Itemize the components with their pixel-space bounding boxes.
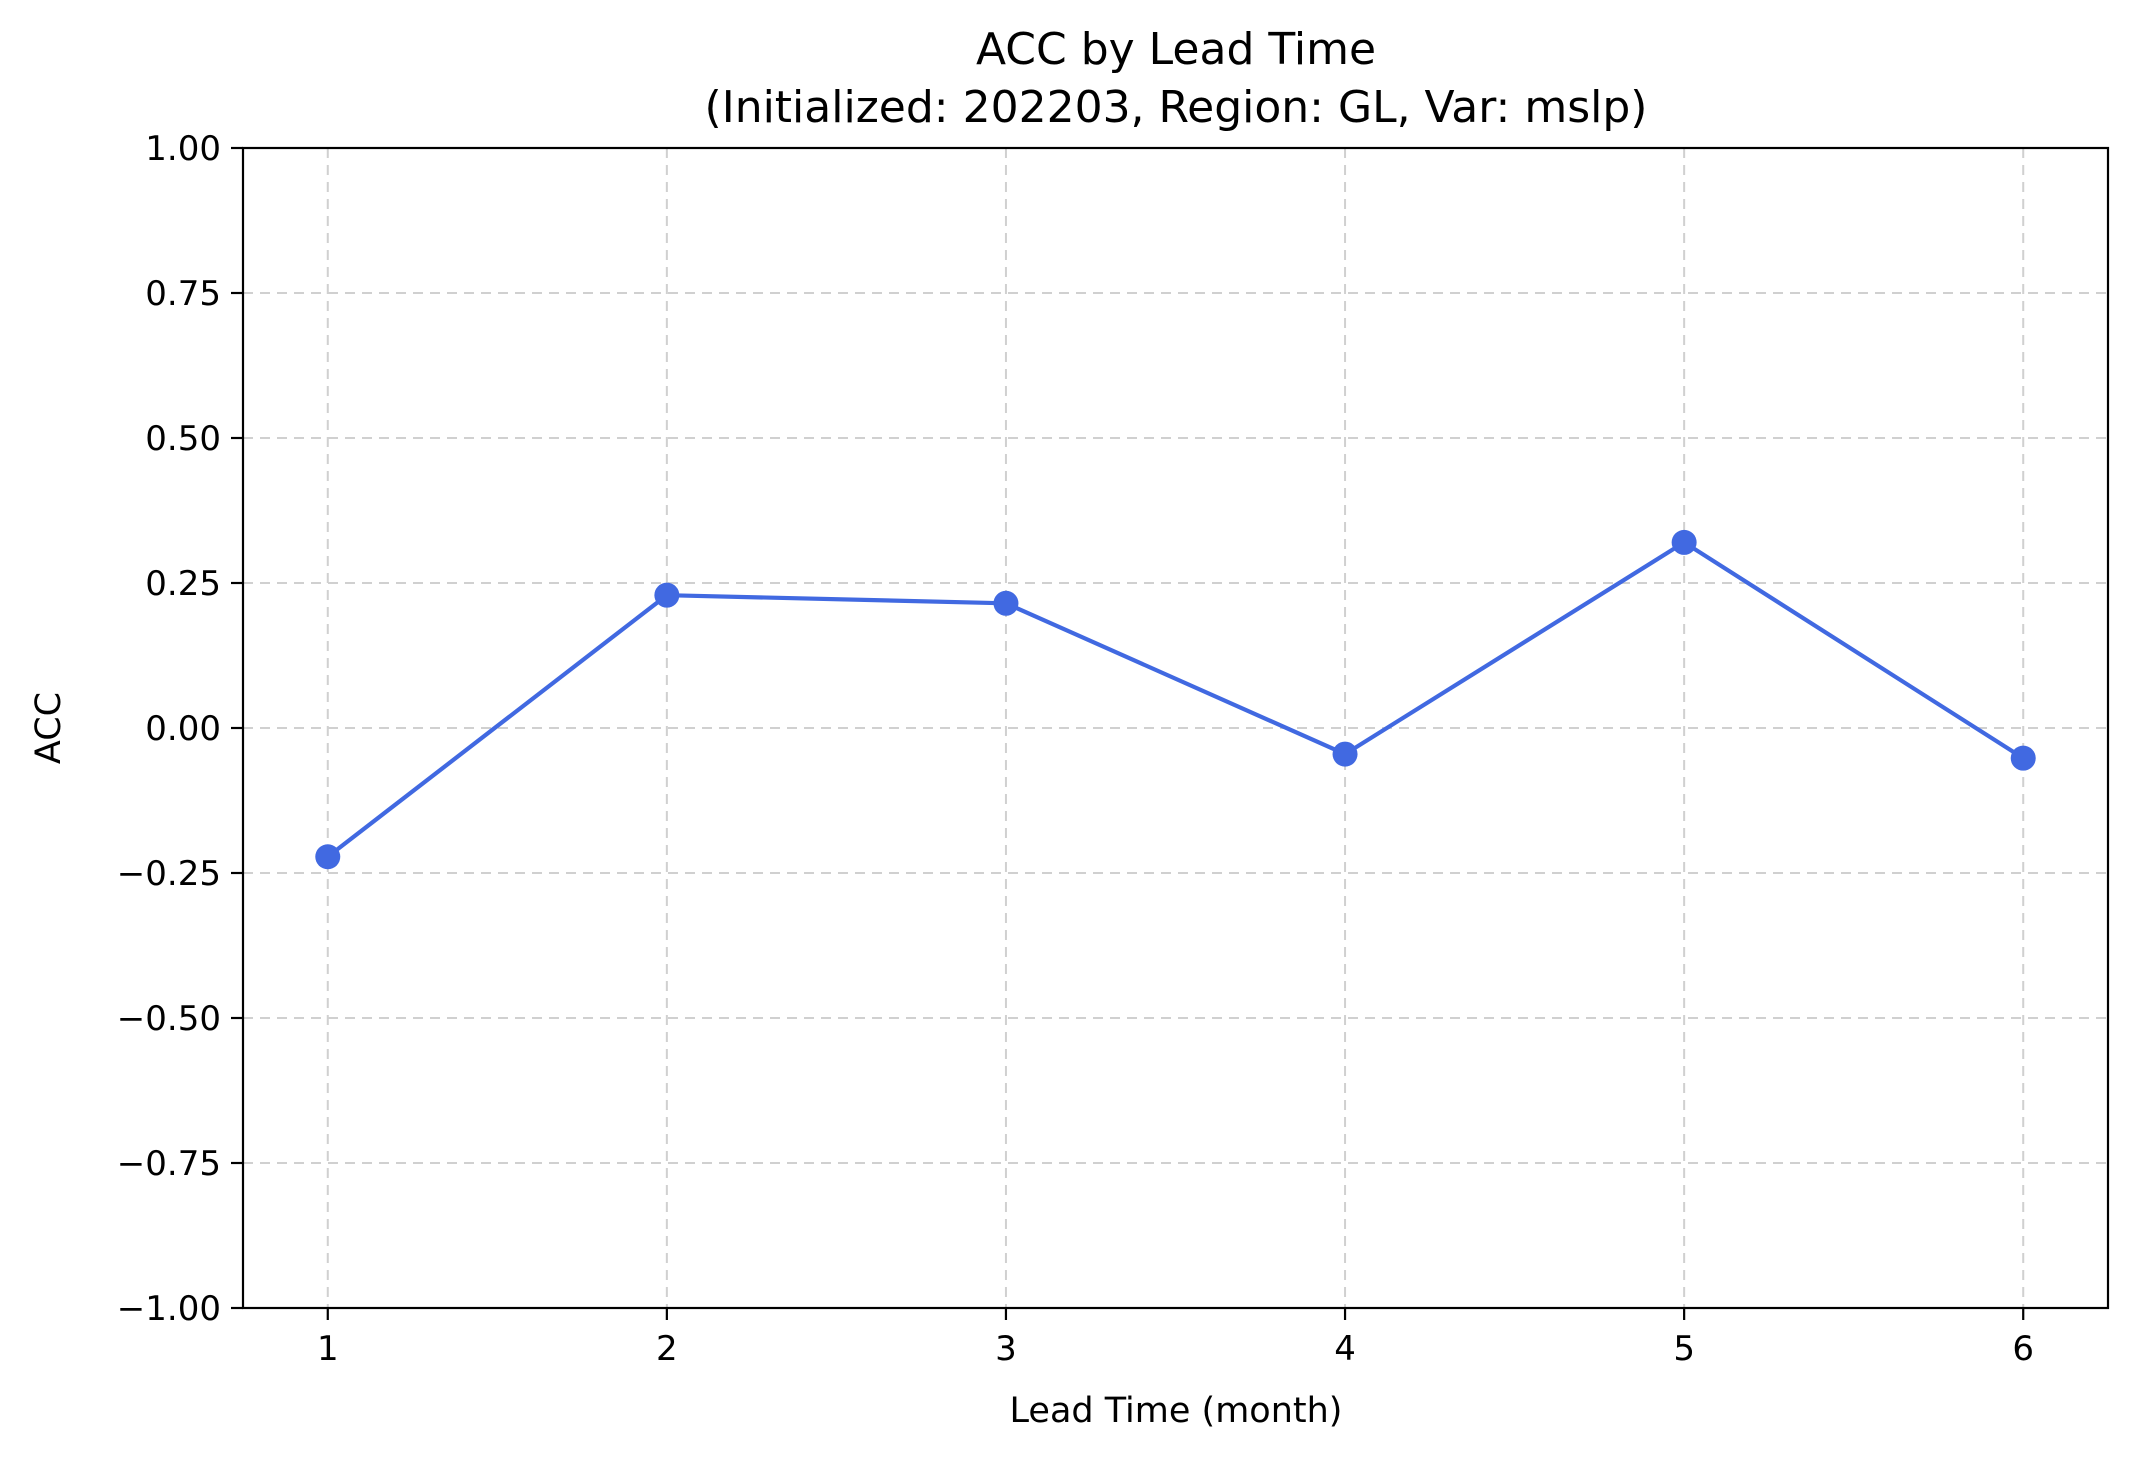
series-line bbox=[326, 540, 2025, 859]
x-tick-label: 1 bbox=[317, 1329, 339, 1369]
y-tick-label: 0.25 bbox=[145, 564, 221, 604]
y-axis: −1.00 −0.75 −0.50 −0.25 0.00 0.25 0.50 0.75 1.00 bbox=[117, 129, 243, 1329]
series-group bbox=[315, 529, 2036, 870]
data-point bbox=[993, 590, 1019, 616]
x-axis: 1 2 3 4 5 6 bbox=[317, 1308, 2034, 1369]
data-point bbox=[654, 582, 680, 608]
y-tick-label: 1.00 bbox=[145, 129, 221, 169]
x-tick-label: 3 bbox=[995, 1329, 1017, 1369]
data-point bbox=[1332, 741, 1358, 767]
grid-lines bbox=[243, 147, 2108, 1309]
chart-subtitle: (Initialized: 202203, Region: GL, Var: m… bbox=[705, 82, 1648, 133]
y-axis-label: ACC bbox=[29, 692, 69, 764]
y-tick-label: 0.00 bbox=[145, 709, 221, 749]
chart-title: ACC by Lead Time bbox=[976, 24, 1376, 75]
x-tick-label: 4 bbox=[1334, 1329, 1356, 1369]
y-tick-label: 0.75 bbox=[145, 274, 221, 314]
y-tick-label: −1.00 bbox=[117, 1289, 221, 1329]
x-axis-label: Lead Time (month) bbox=[1010, 1391, 1343, 1431]
y-tick-label: 0.50 bbox=[145, 419, 221, 459]
data-point bbox=[2010, 745, 2036, 771]
data-point bbox=[1671, 529, 1697, 555]
y-tick-label: −0.25 bbox=[117, 854, 221, 894]
y-tick-label: −0.75 bbox=[117, 1144, 221, 1184]
data-point bbox=[315, 844, 341, 870]
x-tick-label: 6 bbox=[2012, 1329, 2034, 1369]
y-tick-label: −0.50 bbox=[117, 999, 221, 1039]
x-tick-label: 2 bbox=[656, 1329, 678, 1369]
x-tick-label: 5 bbox=[1673, 1329, 1695, 1369]
